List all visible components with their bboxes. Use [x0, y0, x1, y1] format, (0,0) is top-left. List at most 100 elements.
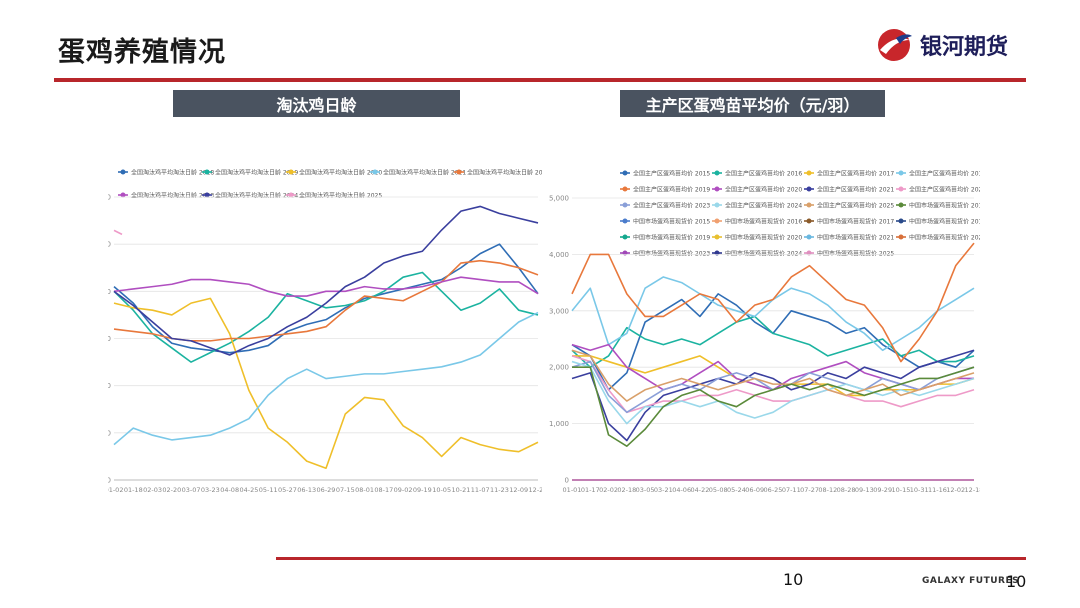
legend-label: 全国淘汰鸡平均淘汰日龄 2021	[383, 169, 466, 177]
legend-label: 中国市场蛋鸡苗现货价 2020	[725, 234, 802, 242]
legend-marker	[205, 170, 210, 175]
legend-label: 全国主产区蛋鸡苗均价 2022	[909, 186, 980, 194]
legend-label: 全国主产区蛋鸡苗均价 2021	[817, 186, 894, 194]
legend-marker	[899, 219, 904, 224]
x-tick-label: 06-25	[764, 486, 783, 494]
footer-divider	[276, 557, 1026, 560]
legend-marker	[623, 203, 628, 208]
y-tick-label: 440	[108, 477, 111, 485]
y-tick-label: 1,000	[549, 420, 569, 428]
series-line	[572, 277, 974, 350]
legend-label: 全国主产区蛋鸡苗均价 2019	[633, 186, 710, 194]
legend-label: 中国市场蛋鸡苗现货价 2025	[817, 250, 894, 258]
cull-age-chart: 全国淘汰鸡平均淘汰日龄 2018 全国淘汰鸡平均淘汰日龄 2019 全国淘汰鸡平均淘…	[108, 147, 542, 505]
x-tick-label: 09-19	[413, 486, 432, 494]
series-line	[114, 298, 538, 468]
legend-label: 中国市场蛋鸡苗现货价 2021	[817, 234, 894, 242]
legend-label: 中国市场蛋鸡苗现货价 2024	[725, 250, 802, 258]
legend-label: 中国市场蛋鸡苗现货价 2019	[633, 234, 710, 242]
series-line	[572, 243, 974, 361]
y-tick-label: 4,000	[549, 251, 569, 259]
legend-label: 中国市场蛋鸡苗现货价 2023	[633, 250, 710, 258]
x-tick-label: 01-01	[563, 486, 582, 494]
x-tick-label: 05-11	[259, 486, 278, 494]
galaxy-logo-icon	[876, 28, 914, 62]
series-line	[114, 206, 538, 355]
x-tick-label: 05-27	[278, 486, 297, 494]
x-tick-label: 02-18	[617, 486, 636, 494]
legend-label: 中国市场蛋鸡苗现货价 2017	[817, 218, 894, 226]
legend-label: 全国淘汰鸡平均淘汰日龄 2023	[131, 192, 214, 200]
x-tick-label: 12-18	[965, 486, 980, 494]
x-tick-label: 12-26	[529, 486, 542, 494]
x-tick-label: 01-18	[124, 486, 143, 494]
y-tick-label: 2,000	[549, 364, 569, 372]
header-divider	[54, 78, 1026, 82]
legend-marker	[623, 171, 628, 176]
legend-label: 全国主产区蛋鸡苗均价 2023	[633, 202, 710, 210]
x-tick-label: 05-24	[727, 486, 746, 494]
y-tick-label: 0	[565, 477, 569, 485]
chick-price-chart-panel: 全国主产区蛋鸡苗均价 2015 全国主产区蛋鸡苗均价 2016 全国主产区蛋鸡苗均价…	[548, 118, 980, 506]
x-tick-label: 06-29	[317, 486, 336, 494]
x-tick-label: 03-05	[636, 486, 655, 494]
legend-marker	[715, 219, 720, 224]
legend-label: 全国淘汰鸡平均淘汰日龄 2024	[215, 192, 298, 200]
x-tick-label: 08-01	[355, 486, 374, 494]
legend-label: 全国淘汰鸡平均淘汰日龄 2022	[467, 169, 542, 177]
x-tick-label: 08-28	[837, 486, 856, 494]
brand-name: 银河期货	[920, 29, 1008, 61]
x-tick-label: 11-23	[490, 486, 509, 494]
legend-marker	[457, 170, 462, 175]
x-tick-label: 08-17	[374, 486, 393, 494]
x-tick-label: 04-08	[220, 486, 239, 494]
x-tick-label: 07-15	[336, 486, 355, 494]
legend-label: 全国淘汰鸡平均淘汰日龄 2025	[299, 192, 382, 200]
series-line	[114, 244, 538, 352]
series-line	[114, 277, 538, 296]
x-tick-label: 10-15	[891, 486, 910, 494]
chart-title-left: 淘汰鸡日龄	[173, 90, 460, 117]
legend-marker	[715, 187, 720, 192]
page-number-right: 10	[1006, 572, 1026, 591]
legend-marker	[373, 170, 378, 175]
legend-marker	[807, 203, 812, 208]
x-tick-label: 01-02	[108, 486, 123, 494]
x-tick-label: 04-22	[690, 486, 709, 494]
x-tick-label: 07-27	[800, 486, 819, 494]
x-tick-label: 03-21	[654, 486, 673, 494]
legend-label: 全国淘汰鸡平均淘汰日龄 2018	[131, 169, 214, 177]
x-tick-label: 07-11	[782, 486, 801, 494]
x-tick-label: 06-09	[745, 486, 764, 494]
legend-marker	[807, 235, 812, 240]
legend-marker	[807, 187, 812, 192]
x-tick-label: 05-08	[709, 486, 728, 494]
footer-brand: GALAXY FUTURES	[922, 576, 1019, 586]
x-tick-label: 11-07	[471, 486, 490, 494]
x-tick-label: 04-06	[672, 486, 691, 494]
series-line	[114, 272, 538, 362]
legend-marker	[899, 235, 904, 240]
y-tick-label: 3,000	[549, 307, 569, 315]
y-tick-label: 480	[108, 382, 111, 390]
page-number-center: 10	[783, 570, 803, 589]
x-tick-label: 03-07	[182, 486, 201, 494]
legend-label: 中国市场蛋鸡苗现货价 2022	[909, 234, 980, 242]
legend-marker	[807, 219, 812, 224]
legend-marker	[899, 171, 904, 176]
brand-logo: 银河期货	[876, 28, 1008, 62]
x-tick-label: 09-13	[855, 486, 874, 494]
series-line	[114, 261, 538, 341]
x-tick-label: 02-03	[143, 486, 162, 494]
legend-label: 全国主产区蛋鸡苗均价 2016	[725, 170, 802, 178]
legend-marker	[899, 203, 904, 208]
y-tick-label: 500	[108, 335, 111, 343]
chick-price-chart: 全国主产区蛋鸡苗均价 2015 全国主产区蛋鸡苗均价 2016 全国主产区蛋鸡苗均价…	[548, 118, 980, 506]
page-title: 蛋鸡养殖情况	[58, 30, 226, 69]
x-tick-label: 10-05	[432, 486, 451, 494]
series-line	[572, 294, 974, 390]
legend-label: 全国淘汰鸡平均淘汰日龄 2020	[299, 169, 382, 177]
x-tick-label: 10-31	[910, 486, 929, 494]
legend-label: 全国主产区蛋鸡苗均价 2020	[725, 186, 802, 194]
legend-label: 全国主产区蛋鸡苗均价 2025	[817, 202, 894, 210]
